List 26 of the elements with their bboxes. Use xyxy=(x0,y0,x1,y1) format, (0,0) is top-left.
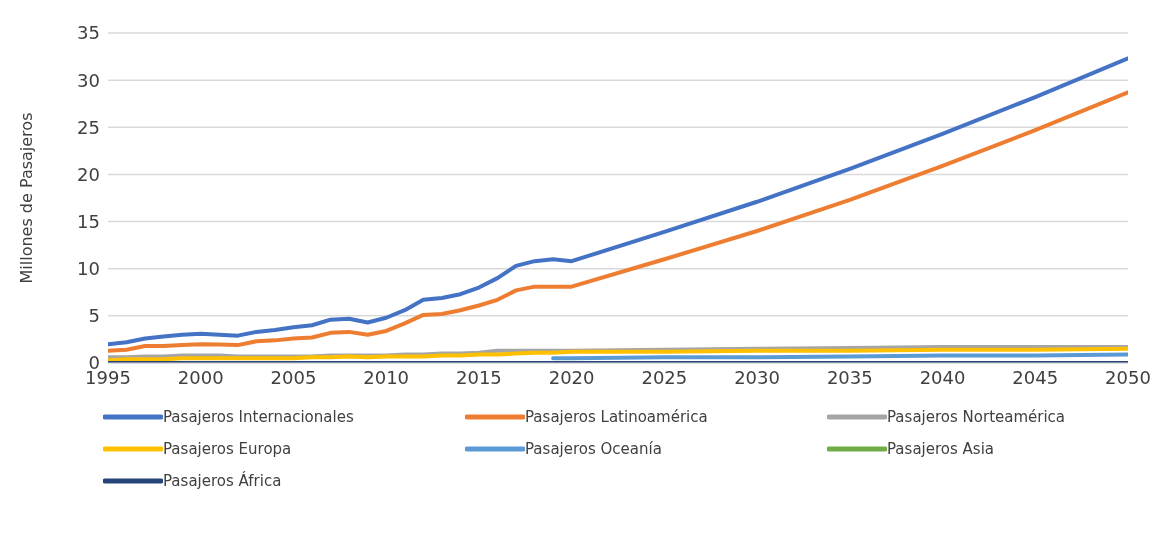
x-tick-label: 2020 xyxy=(548,366,595,388)
x-tick-label: 2005 xyxy=(270,366,317,388)
x-tick-label: 2035 xyxy=(826,366,873,388)
x-tick-label: 2045 xyxy=(1012,366,1059,388)
y-tick-label: 20 xyxy=(77,163,100,185)
x-tick-label: 2015 xyxy=(456,366,502,388)
y-tick-label: 10 xyxy=(77,258,100,280)
x-tick-label: 2025 xyxy=(641,366,688,388)
legend-label: Pasajeros Norteamérica xyxy=(887,408,1066,426)
legend-label: Pasajeros Internacionales xyxy=(163,408,354,426)
y-tick-label: 5 xyxy=(88,305,100,327)
legend-label: Pasajeros Asia xyxy=(887,440,994,458)
x-tick-label: 2030 xyxy=(734,366,780,388)
y-tick-label: 30 xyxy=(77,69,100,91)
y-axis-title: Millones de Pasajeros xyxy=(16,112,36,284)
y-tick-label: 15 xyxy=(77,210,100,232)
legend-label: Pasajeros África xyxy=(163,472,282,490)
x-tick-label: 2040 xyxy=(919,366,966,388)
legend-label: Pasajeros Europa xyxy=(163,440,292,458)
y-tick-label: 35 xyxy=(77,22,100,44)
x-tick-label: 2050 xyxy=(1105,366,1151,388)
y-tick-label: 25 xyxy=(77,116,100,138)
legend-label: Pasajeros Latinoamérica xyxy=(525,408,708,426)
x-tick-label: 2010 xyxy=(363,366,410,388)
x-tick-label: 2000 xyxy=(177,366,224,388)
legend-label: Pasajeros Oceanía xyxy=(525,440,662,458)
